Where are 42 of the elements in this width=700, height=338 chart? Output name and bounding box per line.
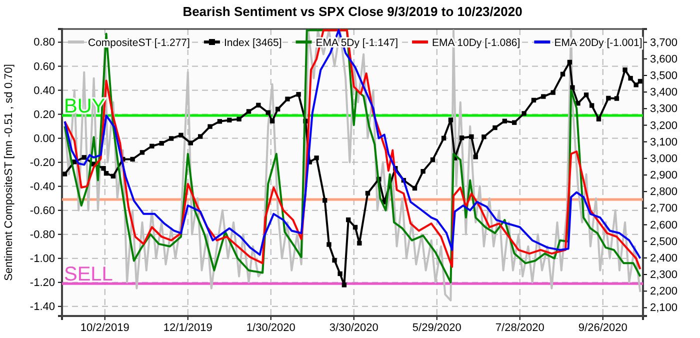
legend-label: EMA 20Dy [-1.001] xyxy=(554,37,642,49)
y-tick-label: -1.00 xyxy=(30,252,55,265)
y2-tick-label: 3,000 xyxy=(650,152,678,165)
y2-tick-label: 2,400 xyxy=(650,252,678,264)
x-tick-label: 5/29/2020 xyxy=(412,322,462,334)
y2-tick-label: 3,600 xyxy=(650,53,678,66)
y2-tick-label: 3,400 xyxy=(650,86,678,99)
y2-tick-label: 3,300 xyxy=(650,103,678,116)
y-tick-label: -0.80 xyxy=(30,228,55,241)
x-tick-label: 1/30/2020 xyxy=(246,322,296,334)
y-tick-label: -1.40 xyxy=(30,300,55,313)
y-tick-label: 0.20 xyxy=(34,108,55,121)
y-tick-label: -0.40 xyxy=(30,180,55,193)
y-tick-label: 0.40 xyxy=(34,84,55,97)
y-tick-label: 0.60 xyxy=(34,60,55,73)
y2-tick-label: 2,200 xyxy=(650,286,678,298)
x-tick-label: 7/28/2020 xyxy=(495,322,544,334)
y2-tick-label: 2,600 xyxy=(650,219,678,232)
x-tick-label: 3/30/2020 xyxy=(329,322,378,334)
y2-tick-label: 2,700 xyxy=(650,202,678,215)
y-tick-label: 0.80 xyxy=(34,36,55,49)
y2-tick-label: 2,100 xyxy=(650,302,678,314)
y2-tick-label: 3,200 xyxy=(650,120,678,132)
y-axis-title: Sentiment CompositeST [mn -0.51 , sd 0.70] xyxy=(3,64,15,281)
legend-label: EMA 10Dy [-1.086] xyxy=(432,37,520,49)
y2-tick-label: 2,300 xyxy=(650,269,678,282)
y2-tick-label: 2,900 xyxy=(650,170,678,182)
y2-tick-label: 3,100 xyxy=(650,136,678,148)
y2-tick-label: 3,500 xyxy=(650,70,678,82)
y-tick-label: 0.00 xyxy=(34,132,55,145)
x-tick-label: 10/2/2019 xyxy=(80,322,130,334)
x-tick-label: 9/26/2020 xyxy=(578,322,628,334)
y2-tick-label: 2,800 xyxy=(650,186,678,198)
legend-label: Index [3465] xyxy=(224,37,282,49)
y2-tick-label: 2,500 xyxy=(650,236,678,248)
y2-tick-label: 3,700 xyxy=(650,36,678,49)
ref-line-label: SELL xyxy=(64,264,113,286)
chart-title: Bearish Sentiment vs SPX Close 9/3/2019 to 10/23/2020 xyxy=(182,4,522,19)
y-tick-label: -1.20 xyxy=(30,276,55,289)
y-tick-label: -0.60 xyxy=(30,204,55,217)
x-tick-label: 12/1/2019 xyxy=(163,322,212,334)
y-tick-label: -0.20 xyxy=(30,156,55,169)
